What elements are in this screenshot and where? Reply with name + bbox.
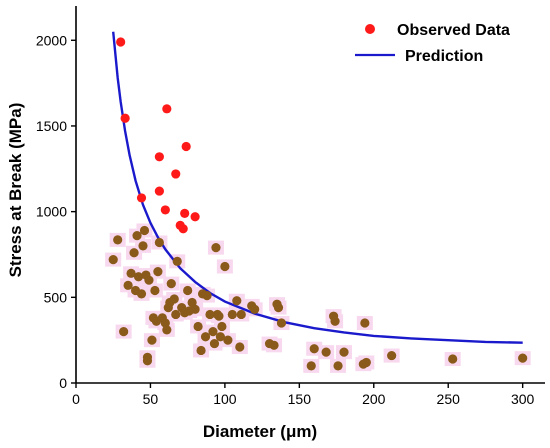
observed-point (232, 296, 242, 306)
observed-point (211, 243, 221, 253)
legend-prediction-label: Prediction (405, 48, 483, 65)
observed-point (223, 335, 233, 345)
observed-point (180, 208, 190, 218)
observed-point (123, 280, 133, 290)
observed-point (339, 347, 349, 357)
observed-point (208, 326, 218, 337)
observed-point (181, 141, 191, 152)
observed-point (142, 356, 153, 366)
observed-point (171, 169, 181, 179)
observed-point (202, 291, 212, 301)
observed-point (217, 321, 227, 332)
prediction-series (112, 31, 523, 344)
observed-point (169, 294, 179, 304)
observed-point (235, 342, 245, 352)
y-tick-label: 1000 (36, 204, 67, 220)
observed-point (153, 267, 163, 277)
observed-point (119, 326, 129, 337)
observed-point (162, 325, 172, 335)
observed-point (205, 309, 215, 320)
legend-observed-marker (365, 24, 375, 34)
observed-point (120, 113, 130, 123)
observed-point (113, 235, 123, 245)
x-axis-ticks: 0 50 100 150 200 250 300 (72, 383, 535, 407)
observed-point (144, 275, 154, 285)
observed-point (276, 318, 287, 328)
observed-point (360, 318, 370, 328)
y-axis-title: Stress at Break (MPa) (6, 103, 25, 278)
observed-data-series (108, 37, 528, 371)
observed-point (227, 309, 237, 320)
observed-point (518, 353, 528, 363)
y-tick-label: 500 (44, 289, 68, 305)
observed-point (160, 318, 170, 328)
prediction-curve (112, 31, 523, 344)
x-tick-label: 0 (72, 391, 80, 407)
observed-point (147, 335, 157, 345)
x-tick-label: 100 (213, 391, 237, 407)
observed-point (309, 344, 319, 354)
observed-point (160, 205, 170, 215)
observed-point (116, 37, 126, 47)
observed-point (273, 303, 284, 313)
observed-point (154, 237, 164, 248)
y-tick-label: 0 (59, 375, 67, 391)
observed-point (448, 354, 458, 364)
observed-point (190, 304, 200, 314)
x-tick-label: 200 (362, 391, 386, 407)
observed-point (250, 304, 260, 314)
x-tick-label: 300 (511, 391, 535, 407)
observed-point (172, 256, 182, 266)
x-tick-label: 250 (437, 391, 461, 407)
observed-point (214, 311, 224, 321)
observed-point (215, 332, 226, 342)
x-axis-title: Diameter (μm) (203, 422, 317, 441)
observed-point (178, 224, 188, 234)
observed-point (171, 309, 181, 320)
observed-point (132, 231, 142, 241)
observed-point (306, 361, 316, 371)
observed-point (190, 212, 200, 222)
x-tick-label: 50 (143, 391, 159, 407)
observed-point (193, 321, 203, 332)
observed-point (136, 289, 147, 299)
observed-point (269, 340, 279, 350)
observed-point (220, 261, 230, 272)
observed-point (196, 345, 206, 356)
observed-point (330, 316, 340, 326)
legend-observed-label: Observed Data (397, 22, 510, 39)
y-axis-ticks: 0 500 1000 1500 2000 (36, 32, 76, 391)
observed-point (361, 357, 371, 368)
observed-point (108, 255, 118, 265)
observed-point (333, 361, 343, 371)
observed-point (236, 309, 246, 320)
observed-point (154, 152, 164, 162)
observed-point (162, 104, 172, 114)
observed-point (154, 186, 164, 196)
observed-point (138, 241, 148, 251)
observed-point (129, 248, 139, 258)
observed-point (183, 285, 193, 296)
observed-point (387, 350, 397, 361)
observed-point (150, 285, 160, 296)
observed-point (133, 272, 144, 282)
observed-point (166, 279, 176, 289)
observed-point (321, 347, 331, 357)
y-tick-label: 1500 (36, 118, 67, 134)
observed-point (209, 338, 220, 349)
observed-point (139, 225, 150, 236)
observed-point (187, 297, 197, 308)
observed-point (126, 268, 136, 278)
observed-point (200, 332, 211, 342)
x-tick-label: 150 (288, 391, 312, 407)
plot-frame (75, 6, 545, 384)
legend: Observed Data Prediction (355, 22, 510, 65)
observed-point (136, 193, 147, 203)
y-tick-label: 2000 (36, 32, 67, 48)
